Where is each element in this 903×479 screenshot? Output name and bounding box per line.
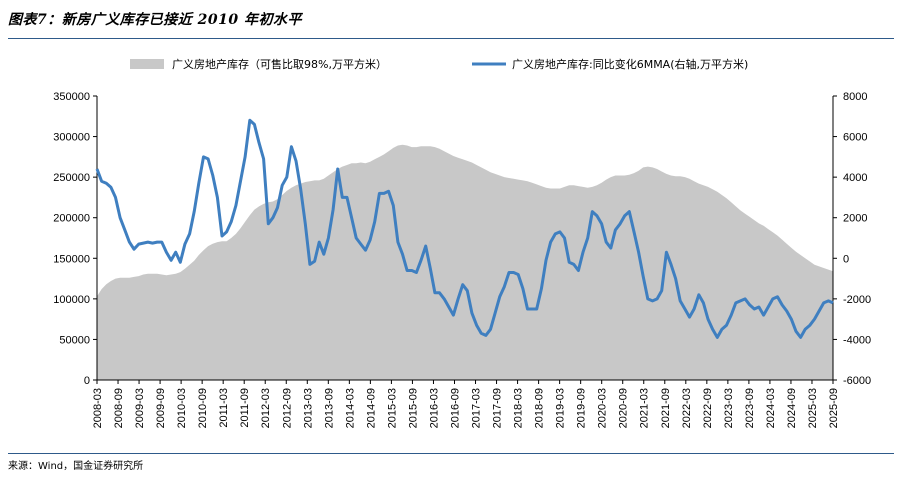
x-axis-tick-label: 2022-09 — [702, 388, 714, 428]
x-axis-tick-label: 2010-09 — [197, 388, 209, 428]
legend-label-inventory: 广义房地产库存（可售比取98%,万平方米） — [172, 57, 387, 71]
left-axis-tick-label: 350000 — [53, 91, 90, 103]
right-axis-tick-label: 8000 — [843, 91, 867, 103]
right-axis-tick-label: 4000 — [843, 172, 867, 184]
x-axis-tick-label: 2011-03 — [218, 388, 230, 428]
left-axis-tick-label: 100000 — [53, 294, 90, 306]
footer-rule — [8, 453, 894, 454]
x-axis-tick-label: 2011-09 — [239, 388, 251, 428]
x-axis-tick-label: 2012-09 — [281, 388, 293, 428]
yoy-change-line-series — [95, 118, 834, 339]
legend: 广义房地产库存（可售比取98%,万平方米） 广义房地产库存:同比变化6MMA(右… — [130, 57, 748, 71]
x-axis-tick-label: 2021-09 — [660, 388, 672, 428]
left-axis-tick-label: 200000 — [53, 213, 90, 225]
x-axis-tick-label: 2013-09 — [323, 388, 335, 428]
left-axis-tick-label: 0 — [84, 375, 90, 387]
legend-label-yoy: 广义房地产库存:同比变化6MMA(右轴,万平方米) — [512, 57, 748, 71]
x-axis-tick-label: 2014-09 — [365, 388, 377, 428]
legend-swatch-inventory-area — [130, 59, 164, 69]
inventory-area-layer — [97, 144, 833, 380]
x-axis-tick-label: 2008-09 — [113, 388, 125, 428]
x-axis-tick-label: 2013-03 — [302, 388, 314, 428]
axes-layer: 0 50000 100000 150000 200000 250000 300000 3500… — [53, 91, 871, 428]
x-axis-tick-label: 2017-03 — [471, 388, 483, 428]
x-axis-tick-label: 2009-09 — [155, 388, 167, 428]
x-axis-tick-label: 2025-09 — [828, 388, 840, 428]
inventory-area-series — [97, 144, 833, 380]
x-axis-tick-label: 2009-03 — [134, 388, 146, 428]
x-axis-tick-label: 2012-03 — [260, 388, 272, 428]
x-axis-tick-label: 2024-03 — [765, 388, 777, 428]
x-axis-tick-label: 2025-03 — [807, 388, 819, 428]
right-axis-tick-label: -6000 — [843, 375, 871, 387]
x-axis-tick-label: 2014-03 — [344, 388, 356, 428]
x-axis-tick-label: 2019-03 — [555, 388, 567, 428]
x-axis-tick-label: 2020-09 — [618, 388, 630, 428]
right-axis-tick-label: 2000 — [843, 213, 867, 225]
x-axis-tick-label: 2023-09 — [744, 388, 756, 428]
x-axis-tick-label: 2019-09 — [576, 388, 588, 428]
x-axis-tick-label: 2020-03 — [597, 388, 609, 428]
left-axis-tick-label: 50000 — [59, 334, 90, 346]
right-axis-tick-label: 0 — [843, 253, 849, 265]
x-axis-tick-label: 2022-03 — [681, 388, 693, 428]
x-axis-tick-label: 2018-09 — [534, 388, 546, 428]
x-axis-tick-label: 2024-09 — [786, 388, 798, 428]
x-axis-tick-label: 2021-03 — [639, 388, 651, 428]
x-axis-tick-label: 2017-09 — [492, 388, 504, 428]
right-axis-tick-label: 6000 — [843, 132, 867, 144]
x-axis-tick-label: 2010-03 — [176, 388, 188, 428]
left-axis-tick-label: 300000 — [53, 132, 90, 144]
source-note: 来源：Wind，国金证券研究所 — [8, 461, 144, 472]
x-axis-tick-label: 2016-09 — [449, 388, 461, 428]
right-axis-tick-label: -4000 — [843, 334, 871, 346]
x-axis-tick-label: 2023-03 — [723, 388, 735, 428]
x-axis-tick-label: 2018-03 — [513, 388, 525, 428]
title-rule — [8, 38, 894, 39]
right-axis-tick-label: -2000 — [843, 294, 871, 306]
x-axis-tick-label: 2016-03 — [428, 388, 440, 428]
x-axis-tick-label: 2008-03 — [92, 388, 104, 428]
yoy-line-layer — [95, 118, 834, 339]
left-axis-tick-label: 250000 — [53, 172, 90, 184]
left-axis-tick-label: 150000 — [53, 253, 90, 265]
figure-title: 图表7：新房广义库存已接近 2010 年初水平 — [8, 12, 302, 28]
x-axis-tick-label: 2015-03 — [386, 388, 398, 428]
x-axis-tick-label: 2015-09 — [407, 388, 419, 428]
